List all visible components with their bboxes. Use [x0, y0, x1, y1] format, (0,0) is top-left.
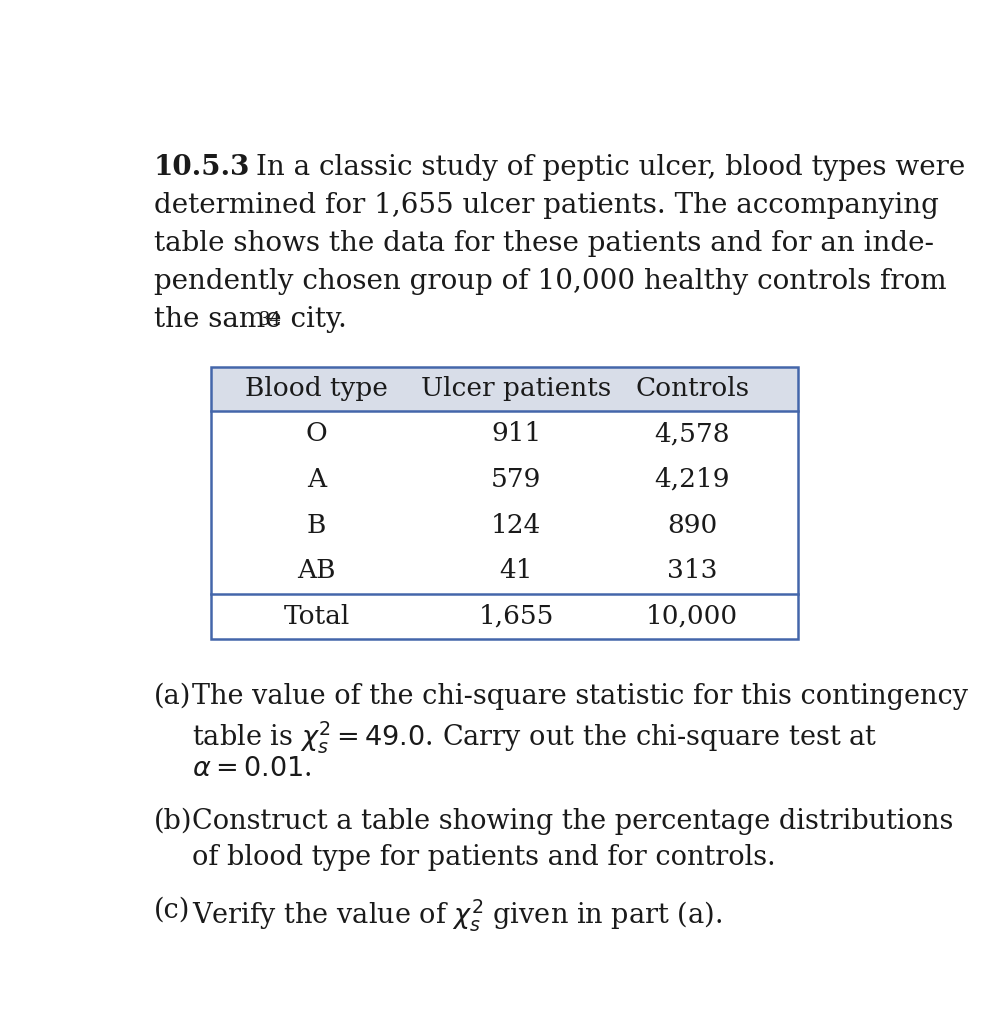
- Bar: [211, 368, 798, 411]
- Text: 579: 579: [491, 467, 541, 492]
- Text: B: B: [307, 512, 326, 538]
- Text: 890: 890: [667, 512, 717, 538]
- Text: Total: Total: [283, 604, 349, 629]
- Text: 313: 313: [667, 558, 717, 584]
- Text: 34: 34: [259, 310, 281, 329]
- Text: (b): (b): [154, 808, 192, 835]
- Text: O: O: [305, 421, 328, 446]
- Text: pendently chosen group of 10,000 healthy controls from: pendently chosen group of 10,000 healthy…: [154, 268, 947, 295]
- Text: 10.5.3: 10.5.3: [154, 155, 250, 181]
- Text: Ulcer patients: Ulcer patients: [421, 377, 611, 401]
- Text: Blood type: Blood type: [245, 377, 388, 401]
- Text: (c): (c): [154, 897, 190, 924]
- Text: In a classic study of peptic ulcer, blood types were: In a classic study of peptic ulcer, bloo…: [257, 155, 965, 181]
- Text: Controls: Controls: [635, 377, 749, 401]
- Text: $\alpha = 0.01$.: $\alpha = 0.01$.: [192, 756, 311, 782]
- Text: 4,578: 4,578: [654, 421, 730, 446]
- Text: Construct a table showing the percentage distributions: Construct a table showing the percentage…: [192, 808, 953, 835]
- Text: 124: 124: [491, 512, 541, 538]
- Text: the same city.: the same city.: [154, 306, 346, 333]
- Text: 41: 41: [499, 558, 532, 584]
- Text: Verify the value of $\chi^2_s$ given in part (a).: Verify the value of $\chi^2_s$ given in …: [192, 897, 722, 933]
- Text: AB: AB: [297, 558, 336, 584]
- Text: determined for 1,655 ulcer patients. The accompanying: determined for 1,655 ulcer patients. The…: [154, 193, 939, 219]
- Text: 10,000: 10,000: [646, 604, 738, 629]
- Text: of blood type for patients and for controls.: of blood type for patients and for contr…: [192, 844, 775, 871]
- Text: A: A: [307, 467, 326, 492]
- Text: table is $\chi^2_s = 49.0$. Carry out the chi-square test at: table is $\chi^2_s = 49.0$. Carry out th…: [192, 719, 877, 755]
- Text: 1,655: 1,655: [478, 604, 554, 629]
- Text: 4,219: 4,219: [654, 467, 730, 492]
- Text: (a): (a): [154, 683, 191, 710]
- Text: 911: 911: [491, 421, 541, 446]
- Text: table shows the data for these patients and for an inde-: table shows the data for these patients …: [154, 230, 934, 257]
- Text: The value of the chi-square statistic for this contingency: The value of the chi-square statistic fo…: [192, 683, 967, 710]
